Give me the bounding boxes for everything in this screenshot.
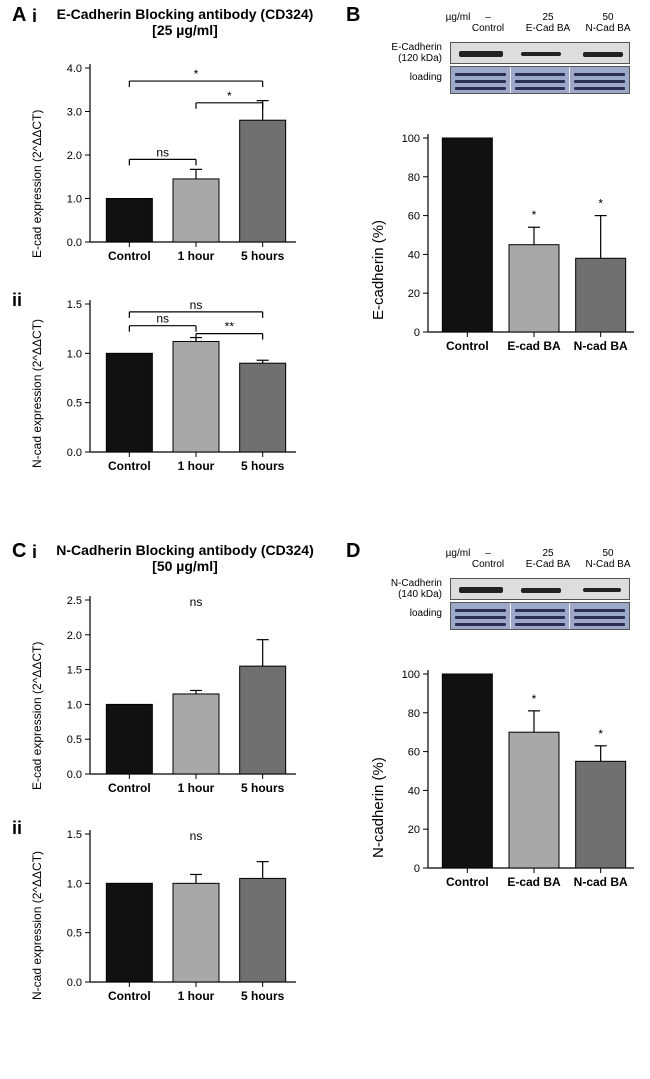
svg-text:*: *: [532, 208, 537, 222]
blot-label-ncad: N-Cadherin (140 kDa): [362, 578, 442, 600]
svg-text:1.5: 1.5: [67, 299, 82, 311]
svg-text:1.5: 1.5: [67, 665, 82, 677]
svg-text:*: *: [227, 89, 232, 103]
svg-text:1.0: 1.0: [67, 348, 82, 360]
panel-Cii-sub: ii: [12, 818, 22, 839]
svg-text:0.0: 0.0: [67, 769, 82, 781]
svg-text:1 hour: 1 hour: [178, 781, 215, 795]
svg-text:60: 60: [408, 747, 420, 759]
svg-text:0.0: 0.0: [67, 447, 82, 459]
panel-Ai-sub: i: [32, 6, 37, 27]
svg-text:N-cad BA: N-cad BA: [574, 875, 628, 889]
svg-text:20: 20: [408, 288, 420, 300]
svg-text:5 hours: 5 hours: [241, 781, 285, 795]
svg-text:40: 40: [408, 785, 420, 797]
svg-text:*: *: [194, 67, 199, 81]
svg-text:3.0: 3.0: [67, 107, 82, 119]
blot-row-loading-D: [450, 602, 630, 630]
svg-text:5 hours: 5 hours: [241, 989, 285, 1003]
svg-text:ns: ns: [156, 145, 169, 159]
chart-Ci: 0.0 0.5 1.0 1.5 2.0 2.5 Control 1 hour 5 hours ns: [42, 582, 302, 802]
chart-Aii: 0.0 0.5 1.0 1.5 Control 1 hour 5 hours ns ns **: [42, 290, 302, 480]
svg-text:100: 100: [402, 669, 420, 681]
svg-text:Control: Control: [446, 339, 489, 353]
svg-text:100: 100: [402, 133, 420, 145]
svg-text:Control: Control: [108, 781, 151, 795]
svg-text:E-cad BA: E-cad BA: [507, 875, 561, 889]
blot-label-loading-D: loading: [362, 608, 442, 619]
chart-Cii: 0.0 0.5 1.0 1.5 Control 1 hour 5 hours ns: [42, 820, 302, 1010]
panel-A-label: A: [12, 4, 26, 27]
svg-text:2.0: 2.0: [67, 150, 82, 162]
title-A: E-Cadherin Blocking antibody (CD324) [25…: [55, 6, 315, 38]
blot-head-ctrl-D: – Control: [458, 548, 518, 570]
svg-text:1 hour: 1 hour: [178, 989, 215, 1003]
svg-text:40: 40: [408, 249, 420, 261]
blot-head-ctrl: – Control: [458, 12, 518, 34]
svg-text:4.0: 4.0: [67, 63, 82, 75]
blot-head-n50: 50 N-Cad BA: [578, 12, 638, 34]
svg-text:*: *: [598, 727, 603, 741]
svg-text:80: 80: [408, 708, 420, 720]
svg-text:1.0: 1.0: [67, 699, 82, 711]
svg-text:2.0: 2.0: [67, 630, 82, 642]
panel-Aii-sub: ii: [12, 290, 22, 311]
svg-text:Control: Control: [108, 989, 151, 1003]
panel-C-label: C: [12, 540, 26, 563]
svg-text:5 hours: 5 hours: [241, 459, 285, 473]
svg-text:E-cad BA: E-cad BA: [507, 339, 561, 353]
svg-text:Control: Control: [108, 249, 151, 263]
panel-B-label: B: [346, 4, 360, 27]
svg-text:5 hours: 5 hours: [241, 249, 285, 263]
svg-text:ns: ns: [190, 829, 203, 843]
blot-label-ecad: E-Cadherin (120 kDa): [362, 42, 442, 64]
blot-label-loading-B: loading: [362, 72, 442, 83]
svg-text:80: 80: [408, 172, 420, 184]
panel-D-label: D: [346, 540, 360, 563]
blot-head-n50-D: 50 N-Cad BA: [578, 548, 638, 570]
svg-text:20: 20: [408, 824, 420, 836]
svg-text:N-cad BA: N-cad BA: [574, 339, 628, 353]
svg-text:0.5: 0.5: [67, 398, 82, 410]
svg-text:1 hour: 1 hour: [178, 459, 215, 473]
chart-B: 0 20 40 60 80 100 Control E-cad BA * N-cad BA *: [380, 120, 640, 360]
blot-head-e25: 25 E-Cad BA: [518, 12, 578, 34]
svg-text:**: **: [225, 320, 235, 334]
blot-row-ncad: [450, 578, 630, 600]
svg-text:2.5: 2.5: [67, 595, 82, 607]
svg-text:ns: ns: [156, 312, 169, 326]
svg-text:ns: ns: [190, 298, 203, 312]
svg-text:0.5: 0.5: [67, 928, 82, 940]
svg-text:ns: ns: [190, 595, 203, 609]
panel-Ci-sub: i: [32, 542, 37, 563]
blot-row-loading-B: [450, 66, 630, 94]
svg-text:1 hour: 1 hour: [178, 249, 215, 263]
svg-text:Control: Control: [446, 875, 489, 889]
blot-head-e25-D: 25 E-Cad BA: [518, 548, 578, 570]
svg-text:0: 0: [414, 863, 420, 875]
svg-text:0.5: 0.5: [67, 734, 82, 746]
svg-text:Control: Control: [108, 459, 151, 473]
chart-D: 0 20 40 60 80 100 Control E-cad BA * N-cad BA *: [380, 656, 640, 896]
title-C: N-Cadherin Blocking antibody (CD324) [50…: [55, 542, 315, 574]
svg-text:1.5: 1.5: [67, 829, 82, 841]
svg-text:1.0: 1.0: [67, 878, 82, 890]
svg-text:0.0: 0.0: [67, 977, 82, 989]
chart-Ai: 0.0 1.0 2.0 3.0 4.0 Control 1 hour 5 hours * * ns: [42, 50, 302, 270]
blot-row-ecad: [450, 42, 630, 64]
svg-text:1.0: 1.0: [67, 194, 82, 206]
svg-text:*: *: [532, 692, 537, 706]
svg-text:0.0: 0.0: [67, 237, 82, 249]
svg-text:60: 60: [408, 211, 420, 223]
svg-text:*: *: [598, 197, 603, 211]
svg-text:0: 0: [414, 327, 420, 339]
